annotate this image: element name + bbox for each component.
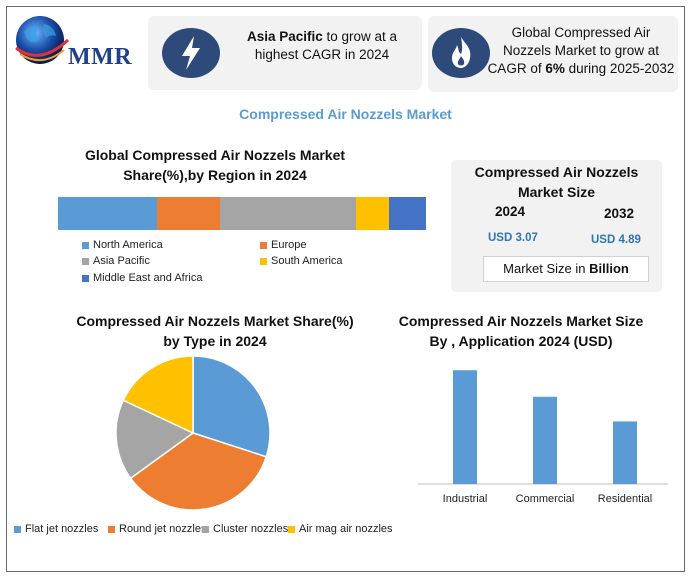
legend-label: Asia Pacific (93, 255, 150, 267)
region-legend-south-america: South America (260, 255, 343, 267)
region-segment-south-america (356, 197, 390, 230)
region-legend-europe: Europe (260, 239, 306, 251)
mmr-logo: MMR (10, 10, 133, 80)
region-legend-middle-east-and-africa: Middle East and Africa (82, 272, 202, 284)
type-legend: Flat jet nozzles Round jet nozzles Cluster… (14, 522, 434, 538)
legend-swatch (82, 274, 89, 282)
type-title-line1: Compressed Air Nozzels Market Share(%) (76, 313, 354, 329)
type-legend-cluster-nozzles: Cluster nozzles (202, 523, 288, 535)
type-chart-title: Compressed Air Nozzels Market Share(%) b… (70, 311, 360, 351)
legend-swatch (14, 525, 21, 533)
type-title-line2: by Type in 2024 (163, 333, 267, 349)
region-title-line2: Share(%),by Region in 2024 (123, 167, 307, 183)
application-bar-chart: Industrial Commercial Residential (418, 370, 668, 505)
cagr-text: Global Compressed Air Nozzels Market to … (486, 24, 676, 78)
type-legend-air-mag-air-nozzles: Air mag air nozzles (288, 523, 393, 535)
highlight-text: Asia Pacific to grow at a highest CAGR i… (234, 28, 410, 64)
bar-industrial (453, 370, 477, 484)
region-stacked-bar (58, 197, 426, 230)
application-title-line1: Compressed Air Nozzels Market Size (398, 313, 644, 329)
legend-label: Cluster nozzles (213, 523, 289, 535)
region-segment-asia-pacific (219, 197, 357, 230)
market-size-title-line1: Compressed Air Nozzels (474, 164, 639, 180)
type-legend-round-jet-nozzles: Round jet nozzles (108, 523, 206, 535)
legend-swatch (260, 257, 267, 265)
cagr-text-before: Global Compressed Air Nozzels Market to … (487, 25, 660, 76)
legend-label: Air mag air nozzles (299, 523, 393, 535)
x-tick-label-residential: Residential (598, 493, 652, 505)
type-pie-chart (115, 355, 271, 511)
lightning-icon (162, 28, 220, 78)
bar-commercial (533, 396, 557, 484)
x-tick-label-industrial: Industrial (443, 493, 488, 505)
region-segment-middle-east-and-africa (389, 197, 426, 230)
application-chart-title: Compressed Air Nozzels Market Size By , … (398, 311, 644, 351)
x-tick-label-commercial: Commercial (516, 493, 575, 505)
market-size-card: Compressed Air Nozzels Market Size 2024 … (451, 160, 662, 292)
market-size-title-line2: Market Size (517, 184, 596, 200)
bar-residential (613, 421, 637, 484)
legend-swatch (82, 241, 89, 249)
region-chart-title: Global Compressed Air Nozzels Market Sha… (60, 145, 370, 185)
cagr-text-after: during 2025-2032 (564, 61, 675, 76)
region-segment-north-america (58, 197, 158, 230)
legend-label: South America (271, 255, 343, 267)
value-2032: USD 4.89 (591, 234, 641, 246)
main-title: Compressed Air Nozzels Market (239, 106, 452, 122)
highlight-card-cagr: Global Compressed Air Nozzels Market to … (428, 16, 678, 92)
unit-bold: Billion (589, 261, 629, 276)
pie-slice-flat-jet-nozzles (192, 355, 271, 458)
market-size-unit: Market Size in Billion (483, 256, 649, 282)
highlight-card-asia-pacific: Asia Pacific to grow at a highest CAGR i… (148, 16, 422, 90)
market-size-title: Compressed Air Nozzels Market Size (451, 162, 662, 202)
year-2032: 2032 (604, 206, 635, 221)
legend-swatch (202, 525, 209, 533)
globe-icon (15, 16, 70, 64)
pie-slice-air-mag-air-nozzles (122, 355, 194, 435)
year-2024: 2024 (495, 204, 526, 219)
legend-label: Flat jet nozzles (25, 523, 99, 535)
logo-text: MMR (68, 44, 133, 70)
legend-label: Round jet nozzles (119, 523, 207, 535)
region-title-line1: Global Compressed Air Nozzels Market (84, 147, 346, 163)
region-legend-asia-pacific: Asia Pacific (82, 255, 150, 267)
highlight-description: to grow at a highest CAGR in 2024 (254, 29, 398, 62)
legend-swatch (82, 257, 89, 265)
pie-slice-cluster-nozzles (115, 399, 195, 480)
region-segment-europe (157, 197, 220, 230)
application-title-line2: By , Application 2024 (USD) (429, 333, 613, 349)
legend-label: Europe (271, 239, 307, 251)
legend-label: Middle East and Africa (93, 272, 203, 284)
cagr-value: 6% (545, 61, 565, 76)
legend-swatch (288, 525, 295, 533)
flame-icon (432, 28, 490, 78)
legend-swatch (108, 525, 115, 533)
pie-slice-round-jet-nozzles (129, 432, 268, 511)
type-legend-flat-jet-nozzles: Flat jet nozzles (14, 523, 98, 535)
value-2024: USD 3.07 (488, 232, 538, 244)
legend-label: North America (93, 239, 163, 251)
region-legend-north-america: North America (82, 239, 163, 251)
highlight-region: Asia Pacific (246, 29, 323, 44)
unit-prefix: Market Size in (503, 261, 590, 276)
legend-swatch (260, 241, 267, 249)
